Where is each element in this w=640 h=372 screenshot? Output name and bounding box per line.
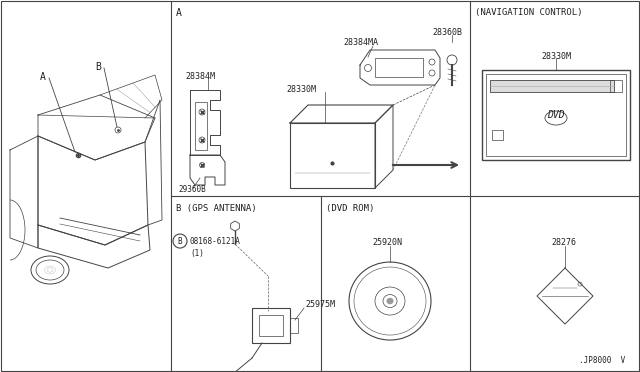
- Bar: [252, 308, 290, 343]
- Text: 25975M: 25975M: [305, 300, 335, 309]
- Bar: [486, 74, 626, 156]
- Text: 29360B: 29360B: [178, 185, 205, 194]
- Text: A: A: [176, 8, 182, 18]
- Text: A: A: [40, 72, 46, 82]
- Bar: [492, 130, 503, 140]
- Bar: [490, 80, 614, 92]
- Text: 28330M: 28330M: [286, 85, 316, 94]
- Ellipse shape: [387, 298, 394, 304]
- Bar: [375, 58, 423, 77]
- Text: .JP8000  V: .JP8000 V: [579, 356, 625, 365]
- Text: 25920N: 25920N: [372, 238, 402, 247]
- Bar: [195, 102, 207, 150]
- Bar: [290, 123, 375, 188]
- Text: 28360B: 28360B: [432, 28, 462, 37]
- Text: B (GPS ANTENNA): B (GPS ANTENNA): [176, 204, 257, 213]
- Text: 28276: 28276: [551, 238, 576, 247]
- Bar: [610, 80, 622, 92]
- Text: B: B: [178, 237, 182, 246]
- Text: (NAVIGATION CONTROL): (NAVIGATION CONTROL): [476, 8, 583, 17]
- Text: 28384M: 28384M: [185, 72, 215, 81]
- Text: DVD: DVD: [547, 110, 565, 120]
- Bar: [482, 70, 630, 160]
- Text: 08168-6121A: 08168-6121A: [189, 237, 240, 246]
- Text: B: B: [95, 62, 101, 72]
- Text: (DVD ROM): (DVD ROM): [326, 204, 374, 213]
- Bar: [259, 315, 283, 336]
- Text: (1): (1): [190, 249, 204, 258]
- Text: 28384MA: 28384MA: [343, 38, 378, 47]
- Text: 28330M: 28330M: [541, 52, 571, 61]
- Bar: [290, 318, 298, 333]
